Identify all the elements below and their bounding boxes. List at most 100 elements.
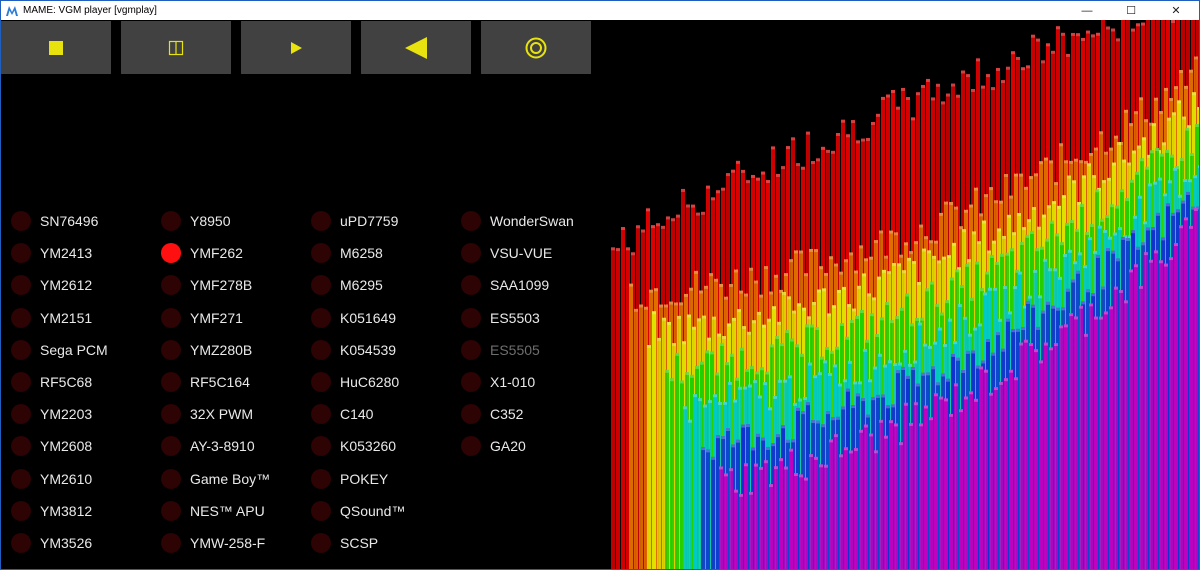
- chip-toggle[interactable]: WonderSwan: [461, 209, 574, 233]
- chip-label: 32X PWM: [190, 406, 254, 423]
- chip-label: YMW-258-F: [190, 535, 266, 551]
- spectrum-layer: [719, 208, 1198, 569]
- chip-toggle[interactable]: SN76496: [11, 209, 98, 233]
- chip-label: HuC6280: [340, 374, 400, 390]
- chip-toggle[interactable]: YMF278B: [161, 273, 252, 297]
- chip-status-led: [461, 275, 481, 296]
- chip-toggle[interactable]: YMZ280B: [161, 338, 252, 362]
- chip-toggle[interactable]: GA20: [461, 434, 526, 458]
- chip-toggle[interactable]: POKEY: [311, 467, 388, 491]
- chip-label: NES™ APU: [190, 502, 265, 519]
- chip-label: YM3526: [40, 535, 93, 551]
- chip-label: GA20: [490, 438, 526, 455]
- chip-toggle[interactable]: RF5C68: [11, 370, 92, 394]
- chip-toggle[interactable]: VSU-VUE: [461, 241, 552, 265]
- chip-toggle[interactable]: YM2608: [11, 434, 92, 458]
- play-icon: [291, 41, 302, 54]
- chip-toggle[interactable]: 32X PWM: [161, 402, 253, 426]
- chip-status-led: [161, 533, 181, 553]
- chip-status-led: [11, 533, 31, 553]
- loop-button[interactable]: [481, 21, 591, 74]
- maximize-icon: ☐: [1126, 5, 1136, 17]
- chip-status-led: [461, 307, 481, 328]
- chip-label: VSU-VUE: [490, 245, 553, 262]
- chip-label: SAA1099: [490, 277, 550, 294]
- chip-status-led: [11, 372, 31, 392]
- chip-toggle[interactable]: Y8950: [161, 209, 230, 233]
- chip-status-led: [161, 339, 181, 360]
- chip-toggle[interactable]: YM3526: [11, 531, 92, 555]
- chip-toggle[interactable]: M6258: [311, 241, 383, 265]
- chip-toggle[interactable]: AY-3-8910: [161, 434, 255, 458]
- chip-status-led: [311, 243, 331, 264]
- chip-label: ES5505: [490, 341, 540, 358]
- chip-toggle[interactable]: YM3812: [11, 499, 92, 523]
- close-button[interactable]: ✕: [1153, 1, 1199, 20]
- chip-toggle[interactable]: NES™ APU: [161, 499, 265, 523]
- chip-status-led: [461, 243, 481, 264]
- play-button[interactable]: [241, 21, 351, 74]
- minimize-button[interactable]: —: [1065, 1, 1109, 20]
- chip-status-led: [161, 307, 181, 328]
- chip-toggle[interactable]: K054539: [311, 338, 396, 362]
- stop-button[interactable]: [1, 21, 111, 74]
- chip-toggle[interactable]: YMF262: [161, 241, 243, 265]
- chip-status-led: [311, 275, 331, 296]
- chip-status-led: [11, 339, 31, 360]
- chip-label: YMF278B: [190, 277, 253, 294]
- reverse-icon: [405, 36, 427, 59]
- chip-status-led: [11, 500, 31, 521]
- chip-toggle[interactable]: K053260: [311, 434, 396, 458]
- chip-label: Game Boy™: [190, 470, 271, 487]
- chip-toggle[interactable]: YM2413: [11, 241, 92, 265]
- chip-toggle[interactable]: ES5505: [461, 338, 540, 362]
- chip-toggle[interactable]: uPD7759: [311, 209, 398, 233]
- chip-status-led: [11, 243, 31, 264]
- chip-label: M6295: [340, 277, 383, 294]
- chip-toggle[interactable]: C352: [461, 402, 523, 426]
- chip-status-led: [461, 436, 481, 457]
- chip-status-led: [461, 372, 481, 392]
- chip-toggle[interactable]: SCSP: [311, 531, 378, 555]
- chip-toggle[interactable]: YM2612: [11, 273, 92, 297]
- chip-status-led: [311, 436, 331, 457]
- chip-label: YMZ280B: [190, 341, 253, 358]
- chip-toggle[interactable]: RF5C164: [161, 370, 250, 394]
- chip-toggle[interactable]: Game Boy™: [161, 467, 270, 491]
- chip-status-led: [161, 468, 181, 489]
- chip-label: RF5C164: [190, 374, 250, 390]
- chip-label: YM2203: [40, 406, 93, 423]
- chip-label: YM2413: [40, 245, 93, 262]
- chip-toggle[interactable]: K051649: [311, 306, 396, 330]
- chip-toggle[interactable]: YM2203: [11, 402, 92, 426]
- chip-status-led: [161, 211, 181, 231]
- chip-toggle[interactable]: YM2610: [11, 467, 92, 491]
- chip-label: K054539: [340, 341, 397, 358]
- chip-label: SCSP: [340, 535, 379, 551]
- chip-toggle[interactable]: X1-010: [461, 370, 535, 394]
- chip-toggle[interactable]: SAA1099: [461, 273, 549, 297]
- loop-icon: [525, 37, 547, 58]
- chip-toggle[interactable]: HuC6280: [311, 370, 399, 394]
- pause-button[interactable]: [121, 21, 231, 74]
- chip-status-led: [461, 339, 481, 360]
- chip-label: YM3812: [40, 502, 93, 519]
- chip-status-led: [311, 468, 331, 489]
- chip-toggle[interactable]: Sega PCM: [11, 338, 108, 362]
- title-bar: MAME: VGM player [vgmplay] — ☐ ✕: [1, 1, 1199, 20]
- chip-toggle[interactable]: M6295: [311, 273, 383, 297]
- chip-status-led: [11, 468, 31, 489]
- chip-label: POKEY: [340, 470, 389, 487]
- chip-status-led: [161, 372, 181, 392]
- chip-toggle[interactable]: YM2151: [11, 306, 92, 330]
- chip-toggle[interactable]: YMF271: [161, 306, 243, 330]
- chip-label: RF5C68: [40, 374, 93, 390]
- chip-toggle[interactable]: ES5503: [461, 306, 540, 330]
- maximize-button[interactable]: ☐: [1109, 1, 1153, 20]
- reverse-button[interactable]: [361, 21, 471, 74]
- chip-toggle[interactable]: QSound™: [311, 499, 405, 523]
- chip-label: WonderSwan: [490, 213, 574, 229]
- chip-label: YM2612: [40, 277, 93, 294]
- chip-toggle[interactable]: YMW-258-F: [161, 531, 265, 555]
- chip-toggle[interactable]: C140: [311, 402, 373, 426]
